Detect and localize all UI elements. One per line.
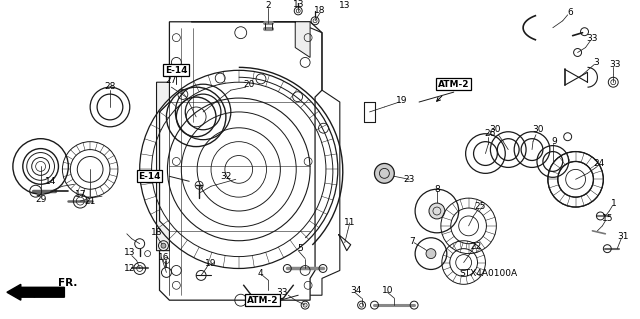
- Text: 15: 15: [602, 214, 613, 223]
- Text: 7: 7: [409, 237, 415, 246]
- Text: FR.: FR.: [58, 278, 77, 288]
- Text: 2: 2: [266, 1, 271, 11]
- Text: 9: 9: [551, 137, 557, 146]
- Text: 6: 6: [568, 8, 573, 17]
- FancyArrow shape: [7, 284, 65, 300]
- Polygon shape: [157, 82, 170, 251]
- Text: ATM-2: ATM-2: [438, 80, 470, 89]
- Text: 10: 10: [381, 286, 393, 295]
- Text: 24: 24: [594, 159, 605, 168]
- Text: 27: 27: [166, 76, 177, 85]
- Text: 8: 8: [434, 185, 440, 194]
- Text: E-14: E-14: [165, 66, 188, 75]
- Circle shape: [429, 203, 445, 219]
- Text: STX4A0100A: STX4A0100A: [460, 269, 518, 278]
- Text: 31: 31: [618, 232, 629, 241]
- Text: 18: 18: [151, 228, 163, 237]
- Circle shape: [426, 249, 436, 259]
- Polygon shape: [191, 22, 310, 57]
- Text: ATM-2: ATM-2: [247, 296, 278, 305]
- Text: 3: 3: [593, 58, 599, 67]
- Text: 19: 19: [396, 96, 407, 105]
- Polygon shape: [159, 22, 322, 300]
- Text: 11: 11: [344, 219, 355, 227]
- Text: 12: 12: [124, 264, 136, 273]
- Text: 34: 34: [350, 286, 362, 295]
- Text: 4: 4: [258, 269, 264, 278]
- Text: E-14: E-14: [138, 172, 161, 181]
- Circle shape: [161, 243, 166, 248]
- Text: 21: 21: [84, 197, 96, 206]
- Text: 17: 17: [74, 190, 86, 199]
- Text: 18: 18: [314, 6, 326, 15]
- Text: 33: 33: [609, 60, 621, 69]
- Text: 13: 13: [292, 0, 304, 10]
- Text: 32: 32: [220, 172, 232, 181]
- Text: 28: 28: [104, 82, 116, 91]
- Text: 33: 33: [587, 34, 598, 43]
- Text: 29: 29: [35, 195, 46, 204]
- Text: 19: 19: [205, 259, 217, 268]
- Text: 16: 16: [157, 253, 169, 262]
- Text: 33: 33: [276, 288, 288, 297]
- Text: 13: 13: [124, 248, 136, 257]
- Text: 30: 30: [490, 125, 501, 134]
- Text: 1: 1: [611, 199, 617, 208]
- Text: 25: 25: [475, 202, 486, 211]
- Text: 14: 14: [45, 177, 56, 186]
- Text: 22: 22: [470, 242, 481, 251]
- Text: 5: 5: [298, 244, 303, 253]
- Text: 13: 13: [339, 1, 351, 11]
- Text: 30: 30: [532, 125, 544, 134]
- Text: 23: 23: [403, 175, 415, 184]
- Text: 20: 20: [243, 80, 254, 89]
- Circle shape: [374, 163, 394, 183]
- Text: 26: 26: [484, 129, 496, 138]
